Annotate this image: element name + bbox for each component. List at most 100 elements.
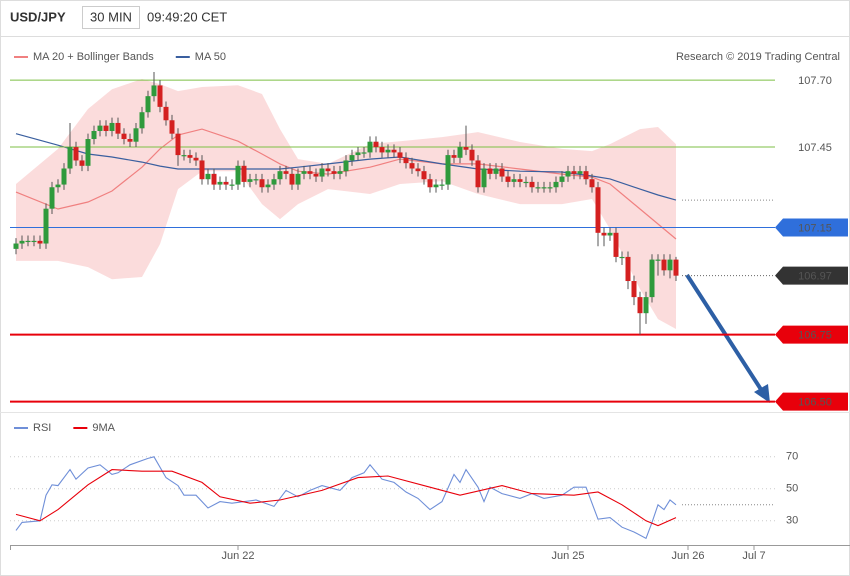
candle-body xyxy=(565,171,571,177)
candle-body xyxy=(427,179,433,188)
candle-body xyxy=(505,176,511,182)
candle-body xyxy=(115,122,121,134)
interval-box xyxy=(82,6,140,29)
candle-body xyxy=(445,155,451,185)
forecast-arrow xyxy=(685,273,770,403)
candle-body xyxy=(391,149,397,153)
candle-body xyxy=(379,147,385,153)
legend-label: 9MA xyxy=(92,422,115,434)
legend-label: MA 50 xyxy=(195,51,226,63)
moving-average xyxy=(15,133,677,201)
candle-body xyxy=(121,133,127,140)
candle-body xyxy=(175,133,181,156)
candle-body xyxy=(67,147,73,169)
candle-body xyxy=(43,208,49,244)
candle-body xyxy=(91,130,97,140)
candle-body xyxy=(307,171,313,174)
candle-body xyxy=(223,181,229,185)
legend-label: MA 20 + Bollinger Bands xyxy=(33,51,154,63)
candle-body xyxy=(649,259,655,298)
candle-body xyxy=(661,259,667,271)
candle-body xyxy=(487,168,493,174)
candle-body xyxy=(145,96,151,113)
candle-body xyxy=(595,187,601,233)
candle-body xyxy=(217,181,223,185)
candle-body xyxy=(457,147,463,158)
candle-body xyxy=(355,152,361,156)
candle-body xyxy=(667,259,673,271)
candle-body xyxy=(613,232,619,257)
candle-body xyxy=(559,176,565,182)
candle-body xyxy=(451,155,457,158)
candle-body xyxy=(271,179,277,185)
candle-body xyxy=(619,256,625,259)
candle-body xyxy=(181,155,187,157)
level-label-box xyxy=(775,266,848,285)
candle-body xyxy=(235,165,241,185)
candle-body xyxy=(607,232,613,236)
candle-body xyxy=(277,171,283,180)
candle-body xyxy=(409,163,415,169)
candle-body xyxy=(163,106,169,121)
level-label: 107.15 xyxy=(798,222,832,234)
candle-body xyxy=(199,160,205,180)
candle-body xyxy=(397,152,403,158)
candle-body xyxy=(157,85,163,107)
candle-body xyxy=(151,85,157,97)
level-label: 106.97 xyxy=(798,271,832,283)
interval: 30 MIN xyxy=(90,9,132,24)
level-label: 106.75 xyxy=(798,330,832,342)
time: 09:49:20 CET xyxy=(147,9,227,24)
credit: Research © 2019 Trading Central xyxy=(676,51,840,63)
level-label: 106.50 xyxy=(798,397,832,409)
candle-body xyxy=(265,184,271,188)
candle-body xyxy=(331,171,337,174)
candle-body xyxy=(85,139,91,166)
candle-body xyxy=(319,168,325,177)
candle-body xyxy=(511,179,517,182)
candle-body xyxy=(499,168,505,177)
candle-body xyxy=(73,147,79,161)
arrow-head xyxy=(754,384,770,403)
candle-body xyxy=(79,160,85,166)
candle-body xyxy=(373,141,379,148)
candle-body xyxy=(49,187,55,209)
candle-body xyxy=(61,168,67,185)
candle-body xyxy=(547,187,553,189)
candle-body xyxy=(493,168,499,174)
x-tick-label: Jul 7 xyxy=(742,550,765,562)
candle-body xyxy=(469,149,475,161)
candle-body xyxy=(655,259,661,261)
candle-body xyxy=(133,128,139,142)
candle-body xyxy=(325,168,331,172)
candle-body xyxy=(229,184,235,186)
legend-label: RSI xyxy=(33,422,51,434)
candle-body xyxy=(97,125,103,131)
candle-body xyxy=(337,171,343,174)
candle-body xyxy=(673,259,679,276)
candle-body xyxy=(463,147,469,150)
candle-body xyxy=(349,155,355,161)
candle-body xyxy=(367,141,373,153)
candle-body xyxy=(529,181,535,188)
candle-body xyxy=(103,125,109,131)
candle-body xyxy=(481,168,487,188)
indicator-line xyxy=(15,456,677,540)
level-label-box xyxy=(775,325,848,344)
candle-body xyxy=(295,173,301,185)
level-label-box xyxy=(775,392,848,411)
candle-body xyxy=(553,181,559,188)
candle-body xyxy=(601,232,607,236)
candle-body xyxy=(109,122,115,131)
x-tick-label: Jun 26 xyxy=(671,550,704,562)
candle-body xyxy=(643,297,649,314)
arrow-shaft xyxy=(685,273,764,393)
symbol: USD/JPY xyxy=(10,9,66,24)
candle-body xyxy=(583,171,589,180)
candle-body xyxy=(577,171,583,174)
candle-body xyxy=(259,179,265,188)
y-tick-label: 30 xyxy=(786,515,798,527)
candle-body xyxy=(25,240,31,243)
